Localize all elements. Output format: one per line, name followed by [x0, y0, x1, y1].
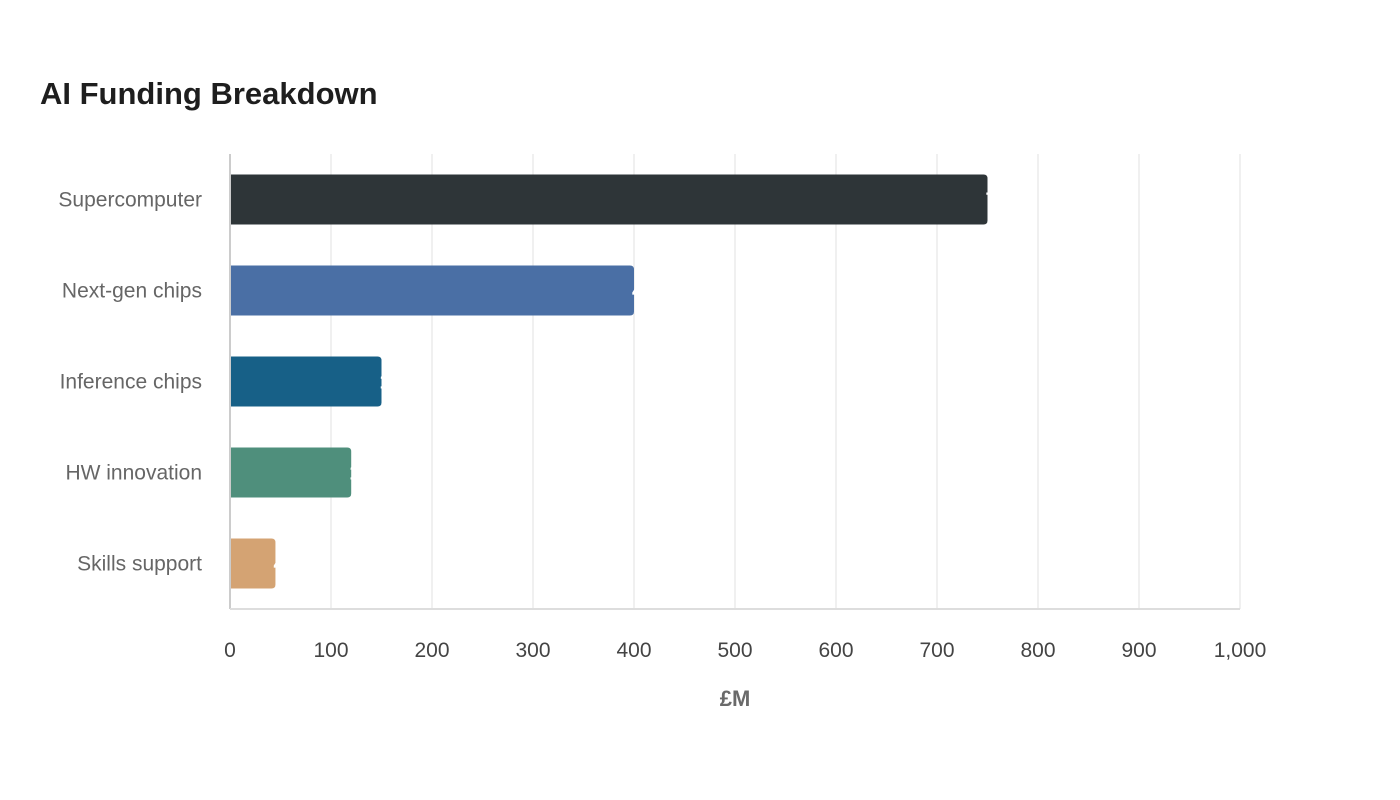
x-tick-label: 1,000: [1214, 639, 1267, 662]
x-axis-title: £M: [720, 686, 751, 711]
data-label: 120: [349, 463, 382, 485]
x-tick-label: 600: [818, 639, 853, 662]
x-tick-label: 100: [313, 639, 348, 662]
x-tick-label: 400: [616, 639, 651, 662]
data-label: 750: [986, 190, 1019, 212]
bars: [230, 174, 988, 589]
x-tick-label: 0: [224, 639, 236, 662]
data-label: 45: [273, 554, 295, 576]
category-label: Skills support: [77, 553, 202, 576]
bar-5: [230, 538, 276, 589]
data-label: 150: [380, 372, 413, 394]
bar-1: [230, 174, 988, 225]
axes: [229, 154, 1240, 610]
category-label: HW innovation: [65, 462, 202, 485]
x-tick-label: 500: [717, 639, 752, 662]
x-tick-label: 200: [414, 639, 449, 662]
x-tick-label: 700: [919, 639, 954, 662]
x-tick-label: 800: [1020, 639, 1055, 662]
category-label: Next-gen chips: [62, 280, 202, 303]
grid-lines: [330, 154, 1241, 609]
bar-4: [230, 447, 352, 498]
bar-2: [230, 265, 634, 316]
x-tick-label: 300: [515, 639, 550, 662]
x-tick-label: 900: [1121, 639, 1156, 662]
category-label: Supercomputer: [58, 189, 202, 212]
data-label: 400: [632, 281, 665, 303]
labels: 0 100 200 300 400 500 600 700 800 900 1,000 Superco…: [58, 189, 1266, 712]
chart-title: AI Funding Breakdown: [40, 76, 378, 111]
category-label: Inference chips: [60, 371, 202, 394]
bar-3: [230, 356, 382, 407]
